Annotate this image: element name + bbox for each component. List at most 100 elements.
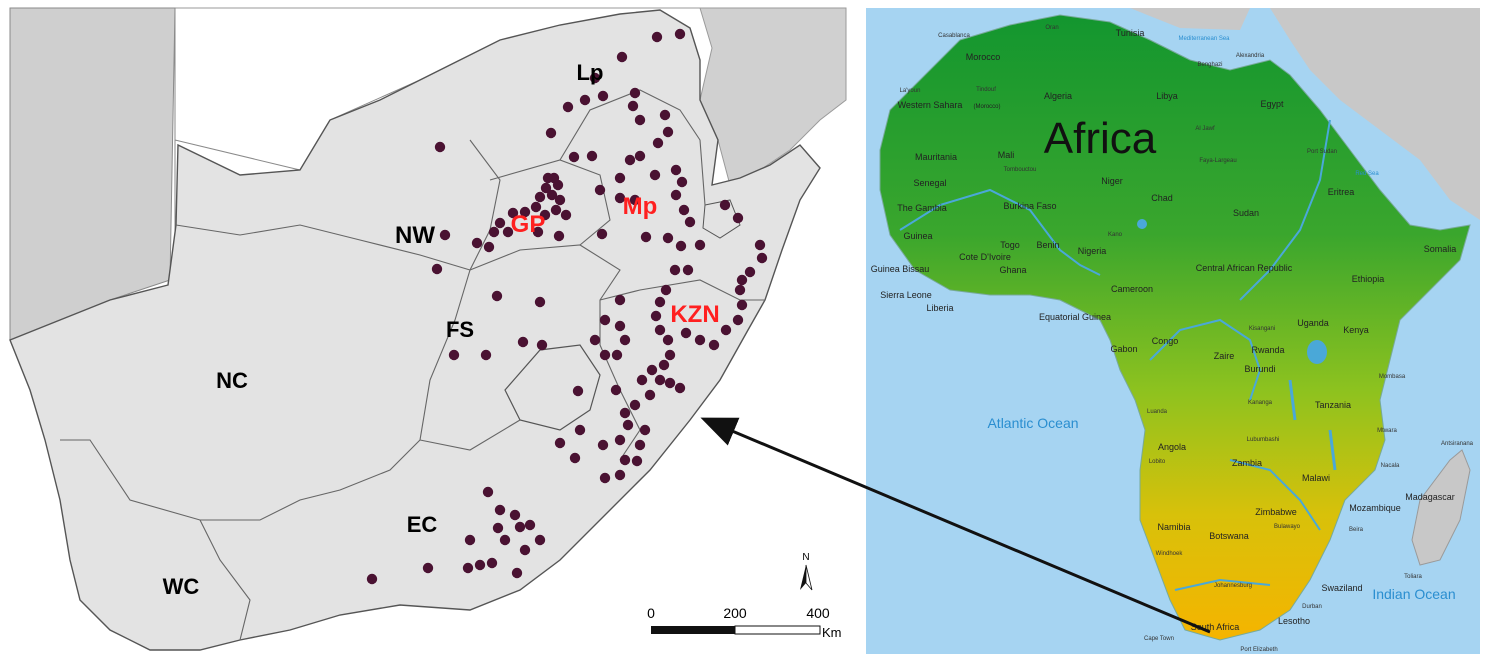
country-label-tunisia: Tunisia <box>1116 28 1145 38</box>
country-label-angola: Angola <box>1158 442 1186 452</box>
country-label-liberia: Liberia <box>926 303 953 313</box>
province-label-fs: FS <box>446 317 474 342</box>
sample-point <box>574 424 586 436</box>
sample-point <box>614 294 626 306</box>
sample-point <box>464 534 476 546</box>
country-label-south-africa: South Africa <box>1191 622 1240 632</box>
country-label-chad: Chad <box>1151 193 1173 203</box>
sample-point <box>619 334 631 346</box>
sample-point <box>480 349 492 361</box>
city-label-faya-largeau: Faya-Largeau <box>1199 158 1236 164</box>
sample-point <box>540 182 552 194</box>
sample-point <box>732 212 744 224</box>
city-label-lobito: Lobito <box>1149 459 1166 465</box>
lake-malawi <box>1328 429 1337 471</box>
congo-river <box>1149 318 1262 401</box>
country-label-guinea: Guinea <box>903 231 932 241</box>
niger-river <box>899 188 1101 276</box>
sample-point <box>572 385 584 397</box>
north-arrow-right <box>805 564 813 591</box>
country-label-tanzania: Tanzania <box>1315 400 1351 410</box>
sample-point <box>579 94 591 106</box>
country-label-egypt: Egypt <box>1260 99 1284 109</box>
connector-arrow <box>700 417 1211 634</box>
orange-river <box>1174 578 1271 591</box>
sample-point <box>654 374 666 386</box>
sample-point <box>736 274 748 286</box>
rivers <box>899 119 1331 591</box>
city-label-nacala: Nacala <box>1381 463 1400 469</box>
sample-point <box>629 194 641 206</box>
scale-bar-light <box>734 625 821 635</box>
sample-point <box>670 164 682 176</box>
country-labels: Tunisia Morocco Algeria Libya Egypt Western S… <box>871 28 1457 632</box>
country-label-western-sahara: Western Sahara <box>898 100 963 110</box>
city-label-durban: Durban <box>1302 604 1322 610</box>
scale-tick-0: 0 <box>647 605 655 621</box>
sample-point <box>366 573 378 585</box>
province-label-nc: NC <box>216 368 248 393</box>
sample-point <box>634 439 646 451</box>
sample-point <box>649 169 661 181</box>
city-label-toliara: Toliara <box>1404 574 1422 580</box>
country-label-kenya: Kenya <box>1343 325 1369 335</box>
country-label-central-african-republic: Central African Republic <box>1196 263 1293 273</box>
sample-point <box>568 151 580 163</box>
sample-point <box>562 101 574 113</box>
lake-chad <box>1137 219 1147 229</box>
sample-point <box>599 472 611 484</box>
lesotho-outline <box>504 344 601 431</box>
sample-point <box>720 324 732 336</box>
country-label-namibia: Namibia <box>1157 522 1190 532</box>
city-label-alexandria: Alexandria <box>1236 53 1265 59</box>
sample-point <box>524 519 536 531</box>
sample-point <box>634 114 646 126</box>
city-label-port-sudan: Port Sudan <box>1307 149 1337 155</box>
country-label-malawi: Malawi <box>1302 473 1330 483</box>
sample-point <box>596 228 608 240</box>
country-label-botswana: Botswana <box>1209 531 1249 541</box>
province-label-kzn: KZN <box>670 301 719 328</box>
lake-tanganyika <box>1288 379 1297 421</box>
country-label-eritrea: Eritrea <box>1328 187 1355 197</box>
sample-point <box>599 314 611 326</box>
sample-point <box>629 399 641 411</box>
country-label-benin: Benin <box>1036 240 1059 250</box>
province-label-lp: Lp <box>577 60 604 85</box>
sample-point <box>676 176 688 188</box>
sample-point <box>682 264 694 276</box>
sample-point <box>474 559 486 571</box>
sample-point <box>554 437 566 449</box>
sample-point <box>553 230 565 242</box>
country-label-mozambique: Mozambique <box>1349 503 1401 513</box>
sample-point <box>611 349 623 361</box>
country-label-burundi: Burundi <box>1244 364 1275 374</box>
country-label-cote-d-ivoire: Cote D'Ivoire <box>959 252 1011 262</box>
sample-point <box>569 452 581 464</box>
scale-unit: Km <box>822 625 842 640</box>
madagascar-land <box>1411 449 1471 566</box>
sample-point <box>614 172 626 184</box>
city-label-windhoek: Windhoek <box>1156 551 1184 557</box>
province-label-ec: EC <box>407 512 438 537</box>
city-label-la-youn: La'youn <box>900 88 921 94</box>
country-label-mauritania: Mauritania <box>915 152 957 162</box>
country-label-nigeria: Nigeria <box>1078 246 1107 256</box>
city-label-benghazi: Benghazi <box>1197 62 1222 68</box>
sample-point <box>499 534 511 546</box>
country-label-morocco: Morocco <box>966 52 1001 62</box>
sample-point <box>652 137 664 149</box>
africa-land <box>879 14 1471 641</box>
province-borders <box>60 89 765 641</box>
sample-point <box>486 557 498 569</box>
sample-point <box>627 100 639 112</box>
sample-point <box>636 374 648 386</box>
city-label-mtwara: Mtwara <box>1377 428 1397 434</box>
country-label-gabon: Gabon <box>1110 344 1137 354</box>
country-label-guinea-bissau: Guinea Bissau <box>871 264 930 274</box>
province-label-wc: WC <box>163 574 200 599</box>
zambezi-river <box>1229 459 1321 531</box>
europe-land <box>1130 8 1250 30</box>
